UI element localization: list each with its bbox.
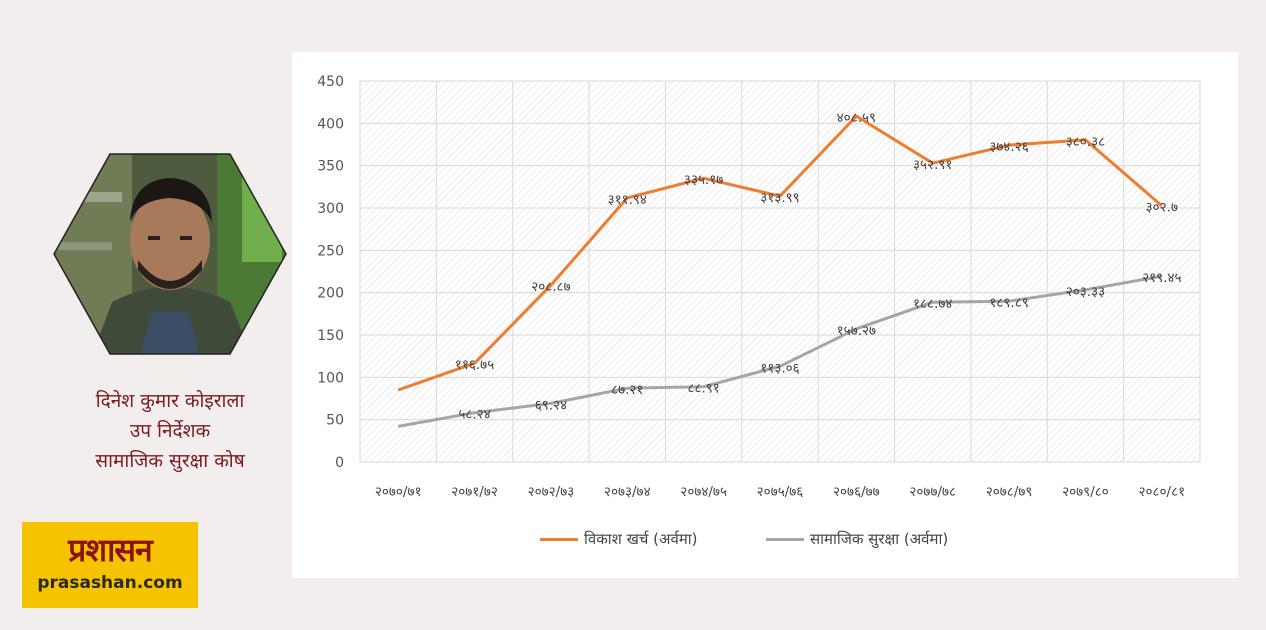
series-line-0 [397,114,1163,392]
data-label: १८८.७४ [913,296,952,312]
x-tick-label: २०७३/७४ [604,484,651,500]
data-label: ४०८.५९ [837,110,876,126]
data-label: १५७.२७ [837,323,876,339]
prasashan-logo[interactable]: प्रशासन prasashan.com [22,522,198,608]
x-tick-label: २०८०/८१ [1138,484,1185,500]
y-tick-label: 150 [317,328,344,344]
x-tick-label: २०७५/७६ [757,484,804,500]
y-tick-label: 400 [317,116,344,132]
y-tick-label: 350 [317,159,344,175]
legend-item-development-expense: विकाश खर्च (अर्वमा) [540,526,698,552]
data-label: ११६.७५ [455,357,494,373]
x-tick-label: २०७२/७३ [528,484,575,500]
author-designation: उप निर्देशक [129,420,211,442]
legend-item-social-security: सामाजिक सुरक्षा (अर्वमा) [766,526,948,552]
data-label: ६९.२४ [535,397,567,413]
y-tick-label: 300 [317,201,344,217]
data-label: १८९.८९ [989,295,1028,311]
data-label: ३८०.३८ [1066,134,1105,150]
legend-swatch-orange [540,538,578,541]
y-tick-label: 0 [335,455,344,471]
x-tick-label: २०७९/८० [1062,484,1109,500]
series-line-1 [397,274,1163,428]
y-tick-label: 450 [317,74,344,90]
data-label: ३११.९४ [608,192,647,208]
x-tick-label: २०७७/७८ [909,484,956,500]
x-tick-label: २०७०/७१ [375,484,422,500]
author-portrait [52,152,288,356]
data-label: ३१३.९९ [760,190,799,206]
x-tick-label: २०७१/७२ [451,484,498,500]
y-tick-label: 50 [326,413,344,429]
logo-domain: prasashan.com [37,573,183,593]
data-label: ११३.०६ [760,360,799,376]
data-label: २०३.३३ [1066,284,1105,300]
author-photo [53,153,287,355]
legend-label: विकाश खर्च (अर्वमा) [584,530,698,548]
data-label: ५८.२४ [458,407,490,423]
legend-swatch-gray [766,538,804,541]
data-label: ३३५.१७ [684,172,723,188]
data-label: ८८.९१ [687,381,719,397]
data-label: २१९.४५ [1142,270,1181,286]
x-tick-label: २०७६/७७ [833,484,880,500]
line-chart: 0 50 100 150 200 250 300 350 400 450 २०७०/७१ २०७१/७… [317,74,1201,500]
data-label: ३५२.९१ [913,157,952,173]
logo-text: प्रशासन [68,531,153,569]
author-name: दिनेश कुमार कोइराला [95,390,245,412]
y-tick-label: 100 [317,370,344,386]
x-tick-label: २०७८/७९ [986,484,1033,500]
data-label: ३७४.२६ [989,139,1028,155]
legend-label: सामाजिक सुरक्षा (अर्वमा) [810,530,949,548]
y-tick-label: 200 [317,286,344,302]
plot-area [360,81,1200,462]
author-organization: सामाजिक सुरक्षा कोष [95,450,245,472]
data-label: ३०२.७ [1146,200,1178,216]
data-label: २०८.८७ [531,279,570,295]
chart-legend: विकाश खर्च (अर्वमा) सामाजिक सुरक्षा (अर्… [522,526,1042,552]
y-tick-label: 250 [317,243,344,259]
chart-panel: 0 50 100 150 200 250 300 350 400 450 २०७०/७१ २०७१/७… [292,52,1238,578]
data-label: ८७.२१ [611,382,643,398]
x-tick-label: २०७४/७५ [680,484,727,500]
author-block: दिनेश कुमार कोइराला उप निर्देशक सामाजिक … [40,386,300,476]
